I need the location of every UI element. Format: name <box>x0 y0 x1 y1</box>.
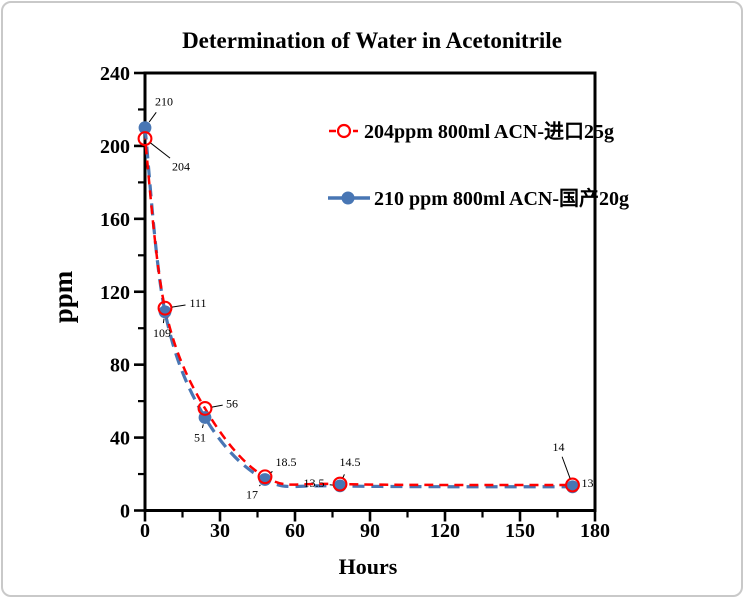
data-point-marker <box>137 131 153 147</box>
point-label-leader-line <box>201 424 204 429</box>
y-axis-tick-label: 120 <box>100 282 130 304</box>
x-axis-title: Hours <box>339 554 398 579</box>
chart-title: Determination of Water in Acetonitrile <box>182 28 562 53</box>
y-axis-tick-label: 40 <box>110 428 130 450</box>
data-point-label: 56 <box>226 396 238 410</box>
data-point-marker <box>157 300 173 316</box>
data-point-marker <box>138 121 152 135</box>
point-label-leader-line <box>561 456 571 479</box>
axes: 0 30 60 90 120 150 180 0 40 80 120 160 200 240 <box>100 63 610 542</box>
data-point-marker <box>158 305 172 319</box>
data-point-marker <box>257 469 273 485</box>
data-point-label: 14 <box>553 440 565 454</box>
y-axis-tick-label: 200 <box>100 136 130 158</box>
data-point-label: 111 <box>189 296 206 310</box>
x-axis-tick-label: 180 <box>580 520 610 542</box>
x-axis-tick-label: 120 <box>430 520 460 542</box>
series: 210 109 51 17 13.5 13 204 111 56 18.5 14.5 14 <box>137 95 594 502</box>
y-axis-tick-label: 160 <box>100 209 130 231</box>
x-axis-tick-label: 30 <box>210 520 230 542</box>
data-point-label: 17 <box>246 488 258 502</box>
series-line-0 <box>143 138 573 487</box>
y-axis-tick-label: 240 <box>100 63 130 85</box>
legend: 204ppm 800ml ACN-进口25g 210 ppm 800ml ACN… <box>328 120 629 210</box>
data-point-label: 109 <box>153 326 171 340</box>
data-point-label: 210 <box>155 95 173 109</box>
data-point-label: 51 <box>194 431 206 445</box>
data-point-label: 13 <box>582 476 594 490</box>
point-label-leader-line <box>148 112 157 123</box>
x-axis-tick-label: 60 <box>285 520 305 542</box>
legend-label-domestic: 210 ppm 800ml ACN-国产20g <box>374 186 629 210</box>
point-label-leader-line <box>171 304 186 308</box>
y-axis-tick-label: 0 <box>120 501 130 523</box>
data-point-label: 18.5 <box>276 455 297 469</box>
data-point-label: 204 <box>172 160 190 174</box>
x-axis-tick-label: 0 <box>140 520 150 542</box>
legend-filled-circle-marker-icon <box>341 191 355 205</box>
point-label-leader-line <box>258 484 261 487</box>
data-point-marker <box>565 477 580 493</box>
y-axis-tick-label: 80 <box>110 355 130 377</box>
y-axis-title: ppm <box>48 270 78 323</box>
point-label-leader-line <box>270 471 273 474</box>
legend-entry-imported: 204ppm 800ml ACN-进口25g <box>329 120 614 143</box>
point-label-leader-line <box>342 474 345 478</box>
series-line-1 <box>143 127 573 489</box>
data-point-label: 14.5 <box>340 455 361 469</box>
point-label-leader-line <box>150 142 171 159</box>
legend-entry-domestic: 210 ppm 800ml ACN-国产20g <box>328 186 629 210</box>
legend-label-imported: 204ppm 800ml ACN-进口25g <box>364 120 614 143</box>
data-point-marker <box>197 400 213 416</box>
x-axis-tick-label: 150 <box>505 520 535 542</box>
data-point-label: 13.5 <box>304 476 325 490</box>
data-point-marker <box>332 476 348 492</box>
point-label-leader-line <box>211 404 223 408</box>
x-axis-tick-label: 90 <box>360 520 380 542</box>
plot-frame <box>143 71 597 512</box>
point-label-leader-line <box>162 318 165 324</box>
legend-open-circle-marker-icon <box>336 123 352 139</box>
